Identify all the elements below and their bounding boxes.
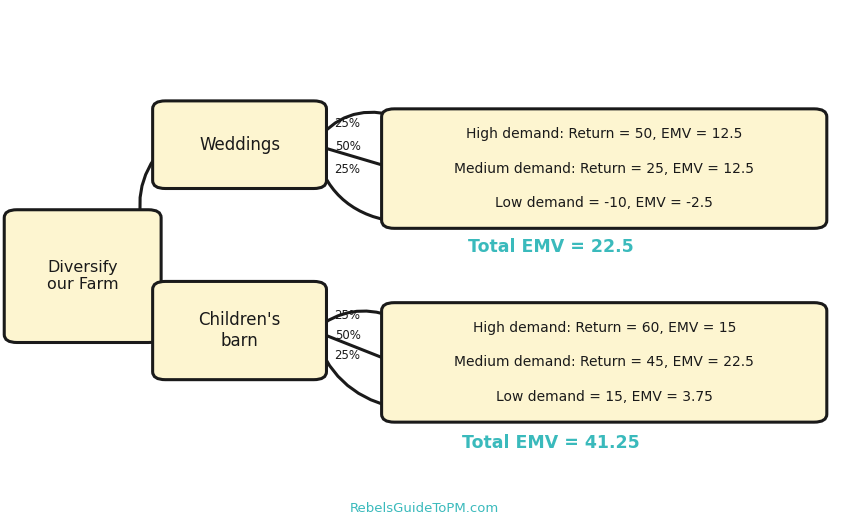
- FancyArrowPatch shape: [315, 333, 392, 407]
- FancyBboxPatch shape: [153, 281, 326, 380]
- FancyBboxPatch shape: [382, 303, 827, 422]
- FancyArrowPatch shape: [316, 145, 392, 168]
- Text: Diversify
our Farm: Diversify our Farm: [47, 260, 119, 293]
- Text: Weddings: Weddings: [199, 136, 280, 153]
- FancyArrowPatch shape: [315, 148, 392, 221]
- Text: 25%: 25%: [335, 309, 360, 322]
- Text: Low demand = 15, EMV = 3.75: Low demand = 15, EMV = 3.75: [496, 390, 712, 404]
- Text: Low demand = -10, EMV = -2.5: Low demand = -10, EMV = -2.5: [495, 196, 713, 210]
- Text: Medium demand: Return = 25, EMV = 12.5: Medium demand: Return = 25, EMV = 12.5: [455, 161, 754, 176]
- Text: Children's
barn: Children's barn: [198, 311, 281, 350]
- FancyArrowPatch shape: [316, 331, 392, 362]
- FancyArrowPatch shape: [316, 311, 392, 329]
- FancyBboxPatch shape: [382, 109, 827, 228]
- Text: 50%: 50%: [335, 140, 360, 153]
- Text: 25%: 25%: [335, 117, 360, 130]
- Text: Total EMV = 22.5: Total EMV = 22.5: [468, 238, 634, 256]
- Text: Total EMV = 41.25: Total EMV = 41.25: [462, 434, 640, 452]
- Text: Medium demand: Return = 45, EMV = 22.5: Medium demand: Return = 45, EMV = 22.5: [455, 355, 754, 370]
- Text: High demand: Return = 60, EMV = 15: High demand: Return = 60, EMV = 15: [472, 321, 736, 335]
- Text: 25%: 25%: [335, 163, 360, 176]
- FancyBboxPatch shape: [4, 210, 161, 342]
- Text: 50%: 50%: [335, 329, 360, 342]
- Text: 25%: 25%: [335, 349, 360, 362]
- Text: High demand: Return = 50, EMV = 12.5: High demand: Return = 50, EMV = 12.5: [466, 127, 742, 141]
- FancyArrowPatch shape: [315, 112, 392, 142]
- Text: RebelsGuideToPM.com: RebelsGuideToPM.com: [349, 502, 499, 515]
- FancyBboxPatch shape: [153, 101, 326, 189]
